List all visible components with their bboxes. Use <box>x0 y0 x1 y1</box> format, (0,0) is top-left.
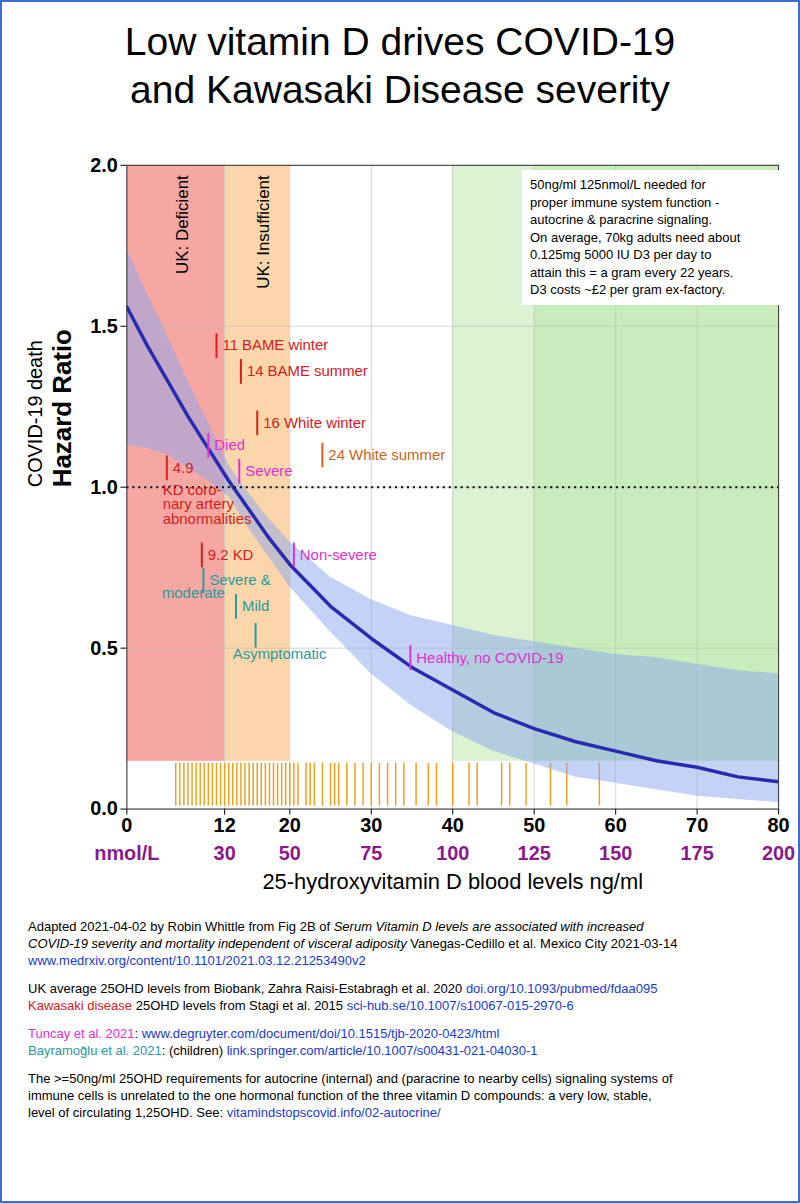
svg-text:1.0: 1.0 <box>90 476 118 498</box>
svg-text:14 BAME summer: 14 BAME summer <box>247 362 368 379</box>
svg-text:16 White winter: 16 White winter <box>263 414 366 431</box>
svg-text:30: 30 <box>360 814 382 836</box>
svg-text:40: 40 <box>442 814 464 836</box>
svg-text:175: 175 <box>681 842 714 864</box>
svg-text:4.9: 4.9 <box>173 459 194 476</box>
svg-text:12: 12 <box>214 814 236 836</box>
svg-text:30: 30 <box>214 842 236 864</box>
html-text:Adapted 2021-04-02 by Robin Wh: Adapted 2021-04-02 by Robin Whittle from… <box>28 919 644 934</box>
svg-text:Severe &: Severe & <box>209 571 271 589</box>
svg-text:9.2 KD: 9.2 KD <box>208 546 254 563</box>
svg-text:UK: Insufficient: UK: Insufficient <box>254 175 273 289</box>
svg-text:UK: Deficient: UK: Deficient <box>173 175 192 274</box>
svg-text:25-hydroxyvitamin D blood leve: 25-hydroxyvitamin D blood levels ng/ml <box>262 869 643 894</box>
svg-text:125: 125 <box>518 842 551 864</box>
html-text:COVID-19 severity and mortalit: COVID-19 severity and mortality independ… <box>28 936 678 951</box>
html-text:Tuncay et al. 2021: www.degruy: Tuncay et al. 2021: www.degruyter.com/do… <box>28 1026 500 1041</box>
svg-text:1.5: 1.5 <box>90 315 118 337</box>
svg-text:75: 75 <box>360 842 382 864</box>
svg-text:100: 100 <box>436 842 469 864</box>
svg-text:150: 150 <box>599 842 632 864</box>
svg-text:2.0: 2.0 <box>90 154 118 176</box>
svg-text:Severe: Severe <box>245 462 292 479</box>
svg-text:0.5: 0.5 <box>90 637 118 659</box>
svg-text:moderate: moderate <box>162 584 225 601</box>
svg-text:Died: Died <box>214 436 245 453</box>
svg-text:24 White summer: 24 White summer <box>328 446 445 463</box>
svg-text:0.0: 0.0 <box>90 797 118 819</box>
svg-text:20: 20 <box>279 814 301 836</box>
svg-text:Healthy, no COVID-19: Healthy, no COVID-19 <box>416 649 563 666</box>
html-text:The >=50ng/ml 25OHD requiremen: The >=50ng/ml 25OHD requirements for aut… <box>28 1071 673 1086</box>
svg-text:70: 70 <box>686 814 708 836</box>
svg-text:COVID-19 death: COVID-19 death <box>24 340 46 487</box>
svg-text:Asymptomatic: Asymptomatic <box>233 645 327 662</box>
svg-text:Non-severe: Non-severe <box>300 546 377 563</box>
html-text:www.medrxiv.org/content/10.110: www.medrxiv.org/content/10.1101/2021.03.… <box>28 953 366 968</box>
svg-text:Mild: Mild <box>242 597 269 614</box>
html-text:50ng/ml 125nmol/L needed for p: 50ng/ml 125nmol/L needed for proper immu… <box>530 177 741 298</box>
svg-text:11 BAME winter: 11 BAME winter <box>222 336 328 353</box>
svg-text:80: 80 <box>768 814 790 836</box>
svg-text:KD coro-nary arteryabnormaliti: KD coro-nary arteryabnormalities <box>163 481 252 528</box>
svg-text:200: 200 <box>762 842 795 864</box>
html-text:Low vitamin D drives COVID-19: Low vitamin D drives COVID-19 and Kawasa… <box>124 20 676 111</box>
html-text:level of circulating 1,25OHD.: level of circulating 1,25OHD. See: vitam… <box>28 1105 441 1120</box>
html-text:Bayramoğlu et al. 2021: (child: Bayramoğlu et al. 2021: (children) link.… <box>28 1043 538 1058</box>
svg-text:50: 50 <box>523 814 545 836</box>
svg-text:nmol/L: nmol/L <box>94 842 159 864</box>
svg-text:0: 0 <box>121 814 132 836</box>
html-text:immune cells is unrelated to t: immune cells is unrelated to the one hor… <box>28 1088 652 1103</box>
svg-text:50: 50 <box>279 842 301 864</box>
svg-text:Hazard Ratio: Hazard Ratio <box>48 329 76 487</box>
html-text:UK average 25OHD levels from B: UK average 25OHD levels from Biobank, Za… <box>28 981 658 996</box>
html-text:Kawasaki disease 25OHD levels: Kawasaki disease 25OHD levels from Stagi… <box>28 998 574 1013</box>
svg-text:60: 60 <box>605 814 627 836</box>
